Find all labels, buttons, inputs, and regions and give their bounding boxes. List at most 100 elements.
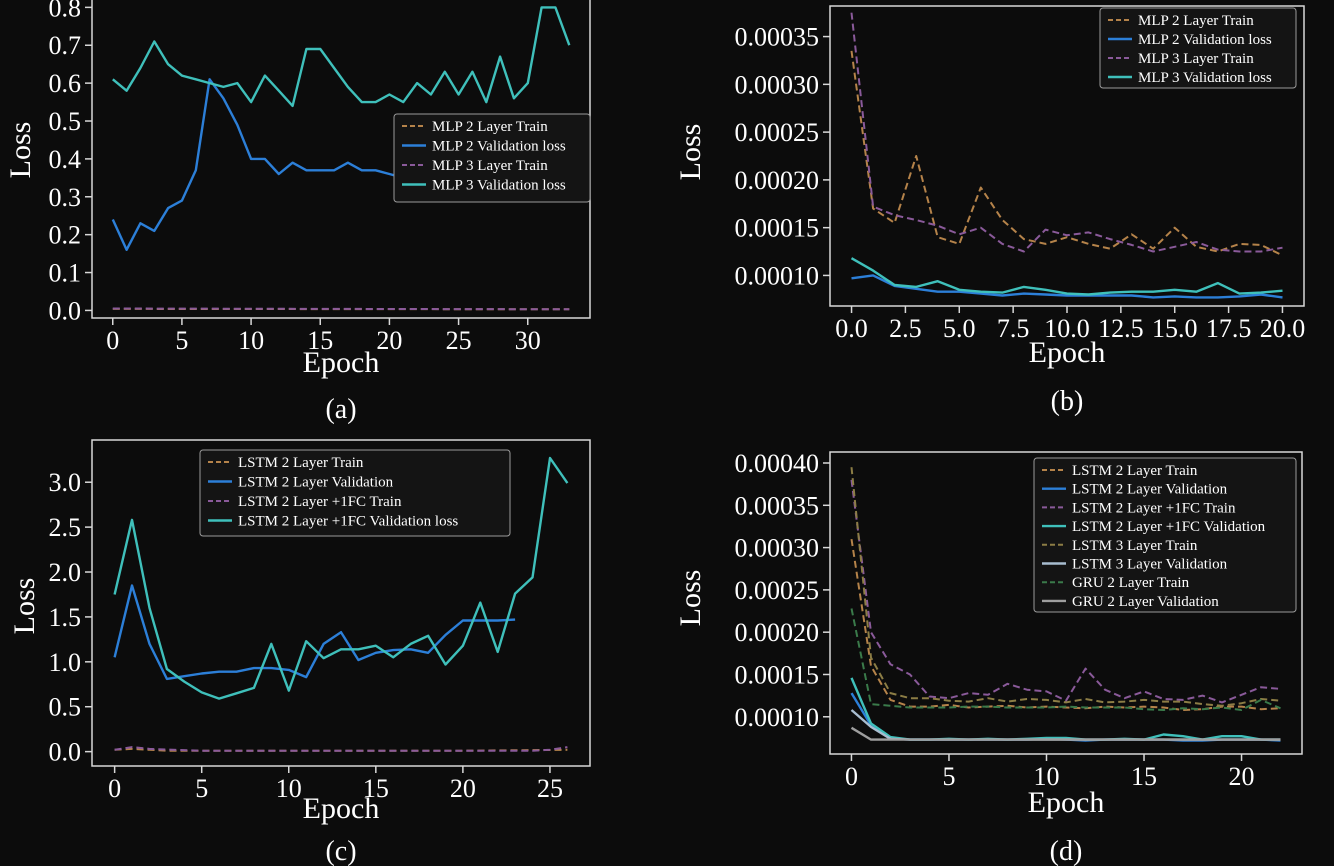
legend-entry-label: LSTM 3 Layer Validation — [1072, 557, 1228, 573]
legend-entry-label: MLP 2 Validation loss — [1138, 32, 1272, 48]
x-tick-label: 10 — [238, 326, 264, 355]
x-tick-label: 25 — [446, 326, 472, 355]
legend: LSTM 2 Layer Train LSTM 2 Layer Validatio… — [1033, 457, 1297, 613]
panel-caption: (d) — [1050, 836, 1083, 866]
series-line-2 — [112, 307, 570, 311]
y-tick-label: 0.5 — [49, 107, 82, 136]
x-tick-label: 15.0 — [1152, 314, 1198, 343]
y-tick-label: 0.00010 — [735, 703, 820, 732]
legend-box — [1033, 457, 1297, 613]
legend-entry-label: LSTM 2 Layer Train — [238, 455, 364, 471]
legend: LSTM 2 Layer Train LSTM 2 Layer Validatio… — [199, 449, 511, 537]
legend-entry-label: LSTM 2 Layer +1FC Validation — [1072, 519, 1266, 535]
panel-caption: (c) — [325, 836, 356, 866]
series-line-1 — [851, 274, 1283, 299]
legend-entry-label: LSTM 2 Layer Train — [1072, 463, 1198, 479]
x-tick-label: 20.0 — [1260, 314, 1306, 343]
x-tick-label: 12.5 — [1098, 314, 1144, 343]
y-tick-label: 3.0 — [49, 468, 82, 497]
y-tick-label: 1.5 — [49, 603, 82, 632]
x-tick-label: 17.5 — [1206, 314, 1252, 343]
series-line-0 — [850, 50, 1283, 257]
panel-caption: (b) — [1051, 386, 1084, 417]
y-tick-label: 0.1 — [49, 259, 82, 288]
y-tick-label: 0.00025 — [735, 118, 820, 147]
chart-panel-1: 0.00010 0.00015 0.00020 0.00025 0.00030 0.000… — [674, 5, 1306, 417]
legend-entry-label: MLP 2 Validation loss — [432, 139, 566, 155]
y-tick-label: 0.7 — [49, 31, 82, 60]
legend-entry-label: MLP 2 Layer Train — [432, 119, 548, 135]
y-tick-label: 1.0 — [49, 648, 82, 677]
legend-entry-label: LSTM 2 Layer Validation — [238, 475, 394, 491]
x-tick-label: 7.5 — [997, 314, 1030, 343]
legend: MLP 2 Layer Train MLP 2 Validation loss ML… — [393, 113, 591, 203]
y-tick-label: 0.0 — [49, 738, 82, 767]
series-group — [111, 6, 571, 311]
chart-panel-3: 0.00010 0.00015 0.00020 0.00025 0.00030 0.000… — [674, 449, 1303, 866]
series-line-4 — [850, 467, 1281, 707]
y-tick-label: 0.00035 — [735, 491, 820, 520]
series-line-7 — [850, 726, 1281, 741]
x-tick-label: 0 — [106, 326, 119, 355]
x-tick-label: 0.0 — [835, 314, 868, 343]
x-tick-label: 25 — [537, 774, 563, 803]
panel-caption: (a) — [325, 394, 356, 425]
legend-entry-label: LSTM 2 Layer +1FC Train — [1072, 500, 1236, 516]
y-tick-label: 0.3 — [49, 183, 82, 212]
legend-entry-label: MLP 2 Layer Train — [1138, 13, 1254, 29]
x-tick-label: 10.0 — [1044, 314, 1090, 343]
x-tick-label: 0 — [845, 762, 858, 791]
series-line-3 — [112, 6, 571, 108]
series-line-2 — [850, 12, 1283, 253]
legend-entry-label: LSTM 2 Layer +1FC Validation loss — [238, 514, 458, 530]
y-tick-label: 0.00030 — [735, 70, 820, 99]
legend-entry-label: MLP 3 Validation loss — [1138, 70, 1272, 86]
series-line-1 — [113, 584, 516, 681]
y-axis-label: Loss — [674, 124, 707, 181]
y-tick-label: 0.00035 — [735, 23, 820, 52]
series-line-2 — [114, 746, 568, 752]
y-tick-label: 0.00020 — [735, 166, 820, 195]
legend-entry-label: MLP 3 Validation loss — [432, 178, 566, 194]
x-axis-label: Epoch — [1029, 336, 1106, 369]
series-group — [850, 12, 1283, 299]
x-axis-label: Epoch — [303, 792, 380, 825]
series-group — [113, 456, 569, 752]
x-axis-label: Epoch — [303, 346, 380, 379]
legend-entry-label: LSTM 3 Layer Train — [1072, 538, 1198, 554]
y-tick-label: 0.00040 — [735, 449, 820, 478]
x-tick-label: 5 — [942, 762, 955, 791]
x-tick-label: 20 — [1229, 762, 1255, 791]
x-tick-label: 2.5 — [889, 314, 922, 343]
y-tick-label: 0.4 — [49, 145, 82, 174]
series-line-2 — [850, 479, 1281, 704]
plot-frame — [829, 451, 1303, 755]
y-tick-label: 0.00010 — [735, 261, 820, 290]
legend-box — [199, 449, 511, 537]
legend-box — [1099, 7, 1297, 89]
x-tick-label: 5 — [175, 326, 188, 355]
x-tick-label: 5.0 — [943, 314, 976, 343]
y-tick-label: 0.0 — [49, 296, 82, 325]
y-tick-label: 0.5 — [49, 693, 82, 722]
x-tick-label: 15 — [307, 326, 333, 355]
x-tick-label: 15 — [363, 774, 389, 803]
y-tick-label: 0.00015 — [735, 660, 820, 689]
legend-entry-label: GRU 2 Layer Train — [1072, 575, 1190, 591]
y-tick-label: 0.6 — [49, 69, 82, 98]
y-axis-label: Loss — [674, 570, 707, 627]
x-tick-label: 20 — [450, 774, 476, 803]
series-line-5 — [850, 709, 1281, 741]
x-axis-label: Epoch — [1028, 786, 1105, 819]
series-line-3 — [113, 456, 569, 700]
y-axis-label: Loss — [8, 578, 41, 635]
x-tick-label: 5 — [195, 774, 208, 803]
x-tick-label: 10 — [276, 774, 302, 803]
y-axis-label: Loss — [4, 122, 37, 179]
x-tick-label: 15 — [1131, 762, 1157, 791]
chart-panel-0: 0.0 0.1 0.2 0.3 0.4 0.5 0.6 0.7 0.8 0 5 10 15 20 25 30 E… — [4, 0, 591, 425]
chart-panel-2: 0.0 0.5 1.0 1.5 2.0 2.5 3.0 0 5 10 15 20 25 Epoch Loss… — [8, 439, 591, 866]
y-tick-label: 0.8 — [49, 0, 82, 22]
series-group — [850, 467, 1281, 742]
